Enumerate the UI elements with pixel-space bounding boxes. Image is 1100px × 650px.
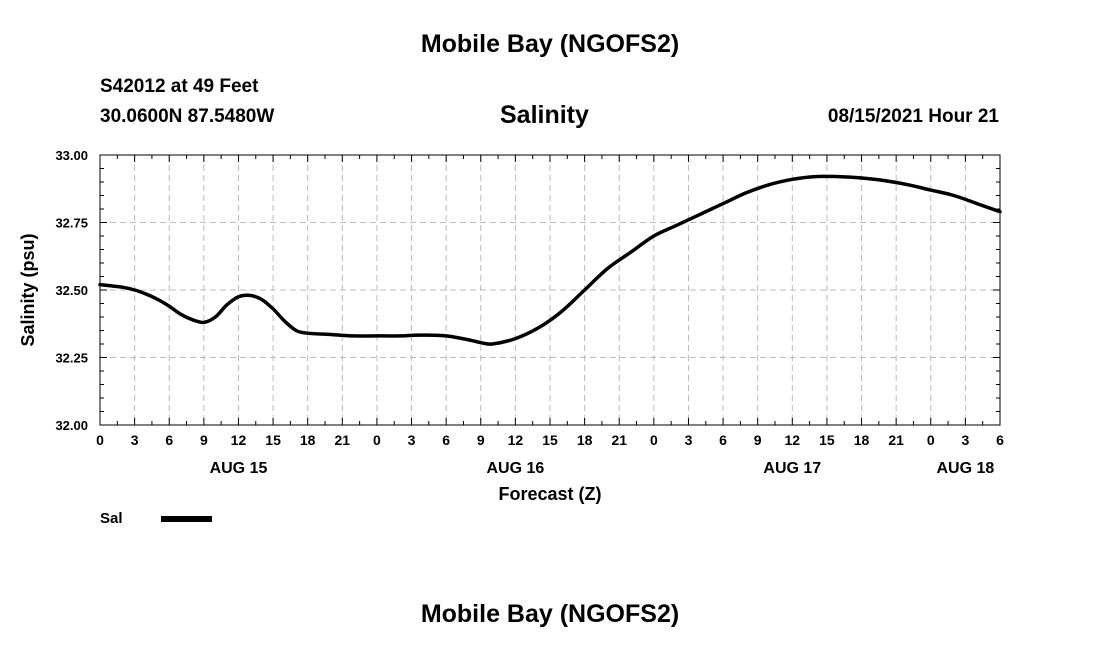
station-label: S42012 at 49 Feet (100, 76, 259, 97)
forecast-timestamp: 08/15/2021 Hour 21 (827, 106, 999, 127)
x-tick-label: 6 (996, 432, 1004, 448)
y-axis-title: Salinity (psu) (18, 233, 38, 346)
y-tick-label: 33.00 (55, 148, 88, 163)
x-tick-label: 3 (131, 432, 139, 448)
x-tick-label: 21 (888, 432, 904, 448)
x-tick-label: 9 (200, 432, 208, 448)
x-tick-label: 18 (854, 432, 870, 448)
chart-title: Salinity (500, 101, 589, 129)
x-tick-label: 3 (408, 432, 416, 448)
y-tick-label: 32.75 (55, 216, 88, 231)
y-tick-label: 32.50 (55, 283, 88, 298)
legend-label: Sal (100, 510, 123, 527)
x-tick-label: 0 (650, 432, 658, 448)
x-tick-label: 15 (542, 432, 558, 448)
x-tick-label: 6 (442, 432, 450, 448)
x-date-label: AUG 16 (486, 460, 544, 477)
x-tick-label: 12 (231, 432, 247, 448)
x-tick-label: 9 (754, 432, 762, 448)
x-tick-label: 12 (785, 432, 801, 448)
x-tick-label: 21 (611, 432, 627, 448)
x-tick-label: 15 (265, 432, 281, 448)
x-tick-label: 3 (961, 432, 969, 448)
x-tick-label: 3 (685, 432, 693, 448)
x-tick-label: 18 (300, 432, 316, 448)
y-tick-label: 32.00 (55, 418, 88, 433)
x-tick-label: 0 (927, 432, 935, 448)
x-date-label: AUG 15 (210, 460, 268, 477)
legend-swatch (161, 516, 212, 522)
series-layer (98, 174, 1002, 346)
x-date-label: AUG 18 (936, 460, 994, 477)
x-tick-label: 21 (335, 432, 351, 448)
axis-labels: 0 3 6 9 12 15 18 21 0 3 6 9 12 15 18 21 0 3 6 9 12 15 18 21 0 3 6A… (55, 148, 1004, 477)
x-tick-label: 6 (719, 432, 727, 448)
x-tick-label: 6 (165, 432, 173, 448)
series-line-sal (98, 174, 1002, 346)
station-coordinates: 30.0600N 87.5480W (100, 106, 275, 127)
x-tick-label: 0 (373, 432, 381, 448)
x-tick-label: 9 (477, 432, 485, 448)
y-tick-label: 32.25 (55, 351, 88, 366)
x-date-label: AUG 17 (763, 460, 821, 477)
page-title: Mobile Bay (NGOFS2) (420, 30, 680, 58)
footer-title: Mobile Bay (NGOFS2) (420, 600, 680, 628)
plot-frame (99, 154, 1001, 426)
x-tick-label: 18 (577, 432, 593, 448)
x-tick-label: 0 (96, 432, 104, 448)
x-axis-title: Forecast (Z) (498, 484, 601, 504)
x-tick-label: 15 (819, 432, 835, 448)
x-tick-label: 12 (508, 432, 524, 448)
grid-lines (100, 155, 1000, 425)
axis-ticks (99, 154, 1001, 426)
